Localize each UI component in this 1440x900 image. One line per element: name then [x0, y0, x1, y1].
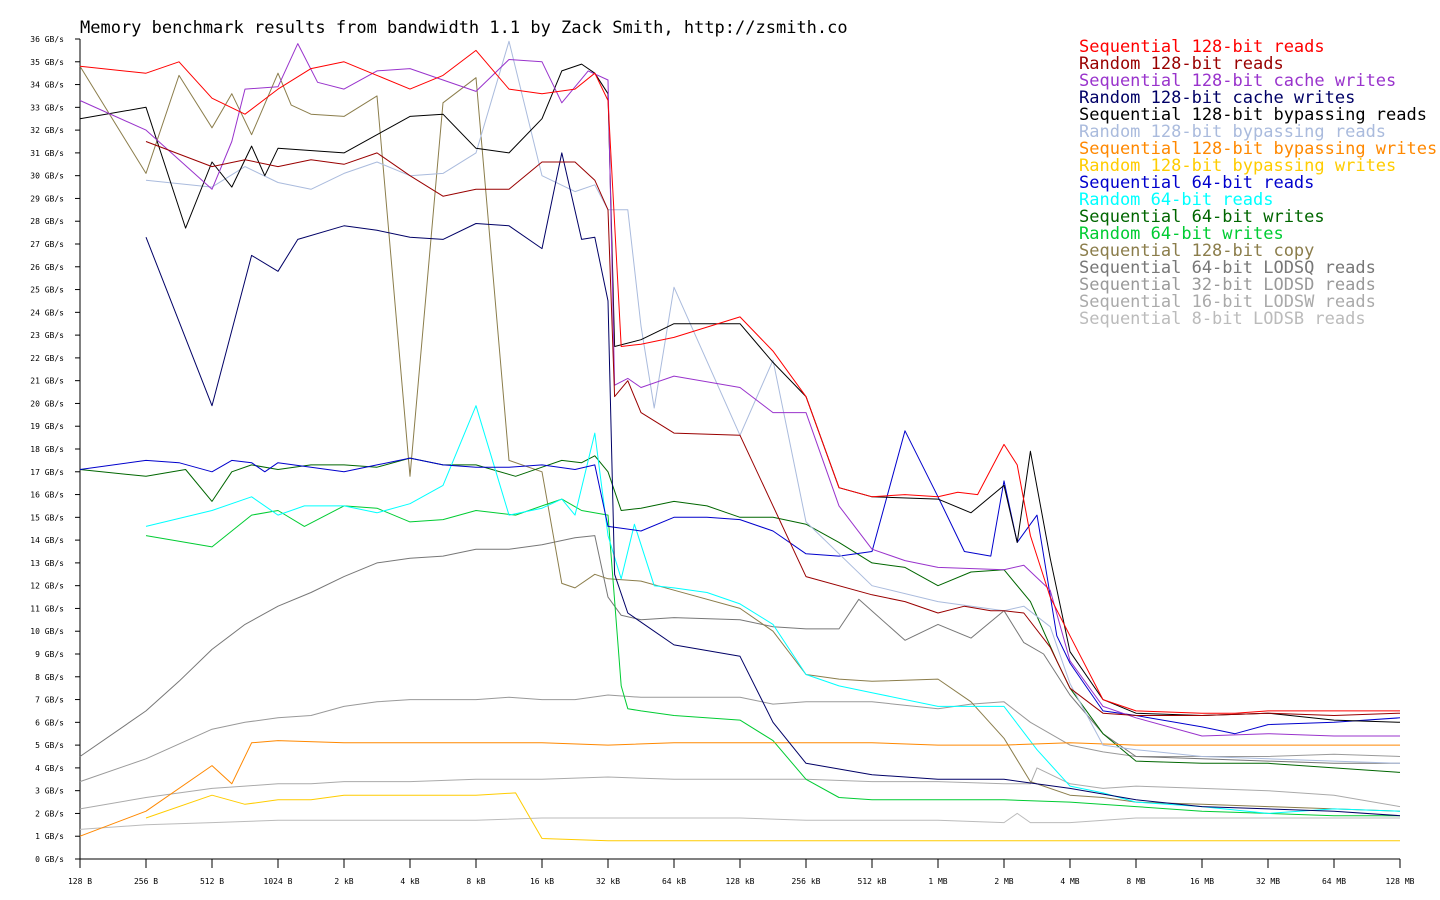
y-tick-label: 9 GB/s	[35, 650, 64, 659]
x-tick-label: 512 kB	[858, 877, 887, 886]
x-tick-label: 1 MB	[928, 877, 947, 886]
x-tick-label: 256 B	[134, 877, 158, 886]
y-tick-label: 36 GB/s	[30, 35, 64, 44]
series-line-sequential-64-bit-lodsq-reads	[79, 535, 1400, 764]
x-axis: 128 B 256 B 512 B 1024 B 2 kB 4 kB 8 kB 16 kB 32…	[68, 858, 1415, 886]
legend-entry-sequential-128-bit-bypassing-reads: Sequential 128-bit bypassing reads	[1079, 105, 1427, 125]
legend-entry-random-128-bit-bypassing-writes: Random 128-bit bypassing writes	[1079, 156, 1396, 176]
y-tick-label: 16 GB/s	[30, 491, 64, 500]
x-tick-label: 16 kB	[530, 877, 554, 886]
x-tick-label: 4 kB	[400, 877, 419, 886]
x-tick-label: 128 B	[68, 877, 92, 886]
x-tick-label: 1024 B	[264, 877, 293, 886]
y-tick-label: 23 GB/s	[30, 331, 64, 340]
x-tick-label: 16 MB	[1190, 877, 1214, 886]
series-line-sequential-16-bit-lodsw-reads	[79, 767, 1401, 810]
legend-entry-random-128-bit-bypassing-reads: Random 128-bit bypassing reads	[1079, 122, 1386, 142]
legend-entry-sequential-64-bit-writes: Sequential 64-bit writes	[1079, 207, 1325, 227]
y-tick-label: 21 GB/s	[30, 377, 64, 386]
series-line-sequential-128-bit-bypassing-writes	[79, 740, 1400, 837]
legend-entry-sequential-32-bit-lodsd-reads: Sequential 32-bit LODSD reads	[1079, 275, 1376, 295]
legend-entry-sequential-64-bit-reads: Sequential 64-bit reads	[1079, 173, 1314, 193]
y-tick-label: 22 GB/s	[30, 354, 64, 363]
y-tick-label: 31 GB/s	[30, 149, 64, 158]
x-tick-label: 256 kB	[792, 877, 821, 886]
chart-title: Memory benchmark results from bandwidth …	[80, 18, 848, 38]
series-line-random-64-bit-reads	[145, 405, 1401, 814]
series-line-sequential-128-bit-cache-writes	[79, 43, 1400, 737]
x-tick-label: 8 MB	[1126, 877, 1145, 886]
x-tick-label: 64 MB	[1322, 877, 1346, 886]
y-tick-label: 12 GB/s	[30, 582, 64, 591]
y-tick-label: 20 GB/s	[30, 399, 64, 408]
y-tick-label: 1 GB/s	[35, 832, 64, 841]
y-tick-label: 8 GB/s	[35, 673, 64, 682]
x-tick-label: 32 kB	[596, 877, 620, 886]
y-tick-label: 13 GB/s	[30, 559, 64, 568]
x-tick-label: 128 MB	[1386, 877, 1415, 886]
series-line-random-128-bit-bypassing-writes	[145, 792, 1400, 842]
legend-entry-random-128-bit-reads: Random 128-bit reads	[1079, 54, 1284, 74]
legend-entry-sequential-8-bit-lodsb-reads: Sequential 8-bit LODSB reads	[1079, 309, 1366, 329]
x-tick-label: 512 B	[200, 877, 224, 886]
y-tick-label: 27 GB/s	[30, 240, 64, 249]
y-tick-label: 26 GB/s	[30, 263, 64, 272]
y-tick-label: 2 GB/s	[35, 809, 64, 818]
legend-entry-random-64-bit-reads: Random 64-bit reads	[1079, 190, 1273, 210]
y-tick-label: 24 GB/s	[30, 308, 64, 317]
legend-entry-sequential-128-bit-reads: Sequential 128-bit reads	[1079, 37, 1325, 57]
y-tick-label: 34 GB/s	[30, 81, 64, 90]
legend-entry-sequential-128-bit-copy: Sequential 128-bit copy	[1079, 241, 1314, 261]
series-layer	[79, 40, 1401, 842]
y-tick-label: 6 GB/s	[35, 718, 64, 727]
series-line-sequential-128-bit-copy	[79, 66, 1401, 812]
y-tick-label: 5 GB/s	[35, 741, 64, 750]
legend-entry-random-128-bit-cache-writes: Random 128-bit cache writes	[1079, 88, 1355, 108]
y-tick-label: 35 GB/s	[30, 58, 64, 67]
y-tick-label: 33 GB/s	[30, 103, 64, 112]
x-tick-label: 64 kB	[662, 877, 686, 886]
y-tick-label: 29 GB/s	[30, 194, 64, 203]
legend-entry-sequential-128-bit-cache-writes: Sequential 128-bit cache writes	[1079, 71, 1396, 91]
x-tick-label: 128 kB	[726, 877, 755, 886]
y-tick-label: 10 GB/s	[30, 627, 64, 636]
legend-entry-sequential-16-bit-lodsw-reads: Sequential 16-bit LODSW reads	[1079, 292, 1376, 312]
y-tick-label: 25 GB/s	[30, 286, 64, 295]
x-tick-label: 2 kB	[334, 877, 353, 886]
y-tick-label: 28 GB/s	[30, 217, 64, 226]
x-tick-label: 32 MB	[1256, 877, 1280, 886]
series-line-sequential-128-bit-reads	[79, 49, 1400, 714]
x-tick-label: 2 MB	[994, 877, 1013, 886]
y-tick-label: 32 GB/s	[30, 126, 64, 135]
y-tick-label: 14 GB/s	[30, 536, 64, 545]
series-line-random-128-bit-cache-writes	[145, 152, 1401, 817]
legend-entry-random-64-bit-writes: Random 64-bit writes	[1079, 224, 1284, 244]
legend-entry-sequential-64-bit-lodsq-reads: Sequential 64-bit LODSQ reads	[1079, 258, 1376, 278]
x-tick-label: 8 kB	[466, 877, 485, 886]
y-tick-label: 18 GB/s	[30, 445, 64, 454]
series-line-sequential-32-bit-lodsd-reads	[79, 694, 1401, 783]
y-tick-label: 15 GB/s	[30, 513, 64, 522]
series-line-random-128-bit-bypassing-reads	[145, 40, 1401, 764]
legend-entry-sequential-128-bit-bypassing-writes: Sequential 128-bit bypassing writes	[1079, 139, 1437, 159]
y-tick-label: 0 GB/s	[35, 855, 64, 864]
y-tick-label: 4 GB/s	[35, 764, 64, 773]
y-tick-label: 3 GB/s	[35, 787, 64, 796]
y-tick-label: 30 GB/s	[30, 172, 64, 181]
series-line-random-128-bit-reads	[145, 141, 1401, 716]
series-line-sequential-8-bit-lodsb-reads	[79, 812, 1400, 830]
series-line-sequential-64-bit-reads	[79, 430, 1401, 735]
y-tick-label: 11 GB/s	[30, 604, 64, 613]
series-line-random-64-bit-writes	[145, 498, 1400, 817]
series-line-sequential-128-bit-bypassing-reads	[79, 63, 1401, 723]
y-axis: 0 GB/s 1 GB/s 2 GB/s 3 GB/s 4 GB/s 5 GB/s 6 GB…	[30, 35, 81, 864]
y-tick-label: 17 GB/s	[30, 468, 64, 477]
y-tick-label: 7 GB/s	[35, 696, 64, 705]
x-tick-label: 4 MB	[1060, 877, 1079, 886]
y-tick-label: 19 GB/s	[30, 422, 64, 431]
